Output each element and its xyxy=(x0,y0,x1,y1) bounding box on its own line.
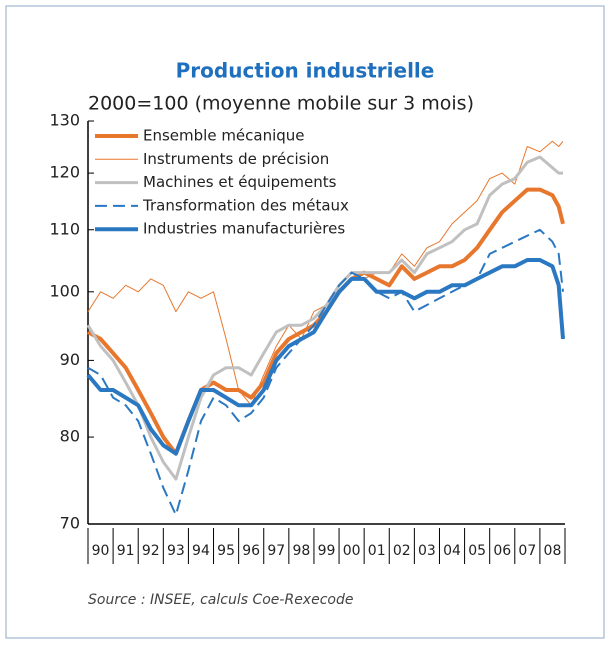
y-tick-label: 80 xyxy=(60,427,80,446)
legend-label: Transformation des métaux xyxy=(142,196,349,214)
x-tick-label: 97 xyxy=(267,543,285,559)
x-tick-label: 92 xyxy=(142,543,160,559)
legend-label: Machines et équipements xyxy=(143,173,337,191)
x-tick-label: 91 xyxy=(117,543,135,559)
x-tick-label: 96 xyxy=(242,543,260,559)
x-tick-label: 03 xyxy=(418,543,436,559)
y-tick-label: 90 xyxy=(60,350,80,369)
x-tick-label: 05 xyxy=(468,543,486,559)
x-tick-label: 93 xyxy=(167,543,185,559)
x-tick-label: 00 xyxy=(343,543,361,559)
series-line xyxy=(87,228,564,516)
y-tick-label: 70 xyxy=(60,514,80,533)
x-tick-label: 99 xyxy=(318,543,336,559)
legend-label: Ensemble mécanique xyxy=(143,127,305,145)
x-tick-label: 06 xyxy=(493,543,511,559)
x-tick-label: 02 xyxy=(393,543,411,559)
chart-subtitle: 2000=100 (moyenne mobile sur 3 mois) xyxy=(88,93,474,115)
x-tick-label: 07 xyxy=(518,543,536,559)
chart-title: Production industrielle xyxy=(176,59,435,83)
y-tick-label: 110 xyxy=(49,219,80,238)
y-tick-label: 120 xyxy=(49,163,80,182)
source: Source : INSEE, calculs Coe-Rexecode xyxy=(88,592,353,608)
x-tick-label: 98 xyxy=(292,543,310,559)
x-tick-label: 94 xyxy=(192,543,210,559)
x-tick-label: 95 xyxy=(217,543,235,559)
y-tick-label: 130 xyxy=(49,111,80,130)
x-tick-label: 01 xyxy=(368,543,386,559)
x-tick-label: 90 xyxy=(92,543,110,559)
series-line xyxy=(86,258,565,456)
legend-label: Instruments de précision xyxy=(143,150,329,168)
legend-label: Industries manufacturières xyxy=(143,220,345,238)
x-tick-label: 08 xyxy=(544,543,562,559)
frame xyxy=(5,5,605,639)
x-tick-label: 04 xyxy=(443,543,461,559)
y-tick-label: 100 xyxy=(49,281,80,300)
